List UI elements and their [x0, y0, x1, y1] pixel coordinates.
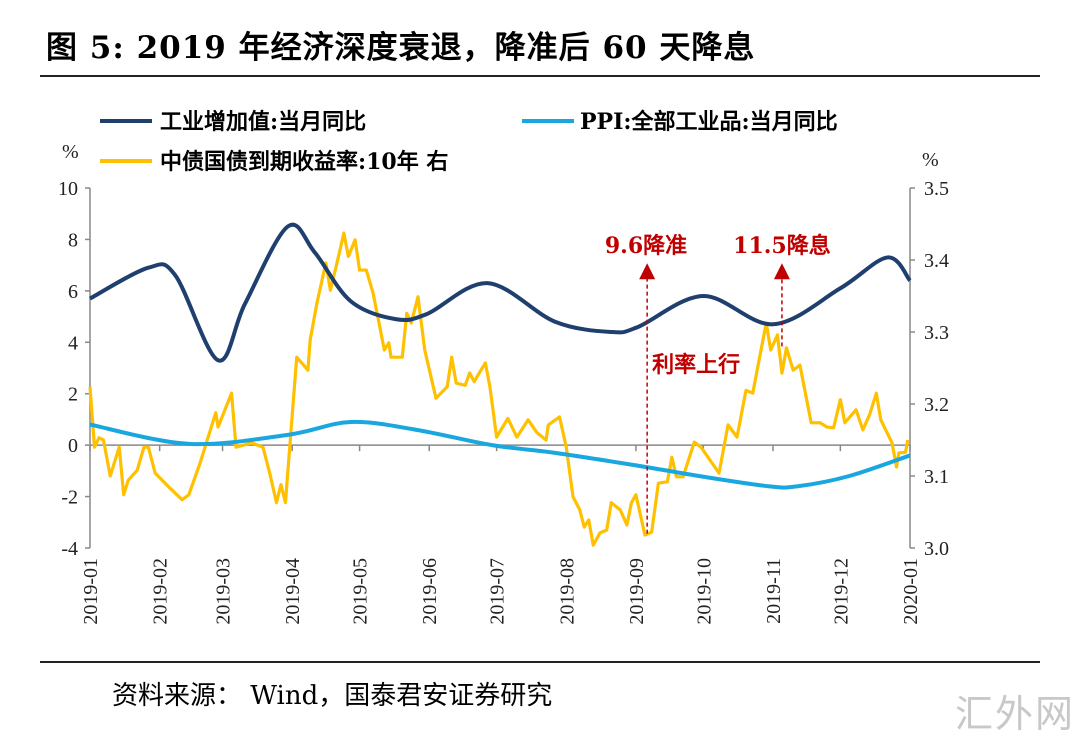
x-axis-tick-label: 2019-05 [350, 558, 372, 625]
left-axis-tick-label: -4 [61, 538, 78, 560]
source-note: 资料来源： Wind，国泰君安证券研究 [112, 681, 553, 711]
legend-label-industrial: 工业增加值:当月同比 [160, 109, 366, 135]
x-axis-tick-label: 2019-08 [556, 558, 578, 625]
legend-label-ppi: PPI:全部工业品:当月同比 [580, 109, 838, 135]
x-axis-tick-label: 2019-01 [80, 558, 102, 625]
right-axis-tick-label: 3.1 [924, 466, 949, 488]
x-axis-tick-label: 2019-09 [626, 558, 648, 625]
arrow-up-icon [639, 263, 656, 280]
left-axis-tick-label: 6 [68, 281, 78, 303]
x-axis-tick-label: 2020-01 [900, 558, 922, 625]
x-axis-tick-label: 2019-06 [419, 558, 441, 625]
x-axis-tick-label: 2019-07 [487, 558, 509, 625]
annotation-label: 9.6降准 [605, 233, 687, 259]
annotation-label: 11.5降息 [733, 233, 831, 259]
figure-title: 图 5: 2019 年经济深度衰退，降准后 60 天降息 [46, 30, 756, 66]
right-axis-tick-label: 3.2 [924, 394, 949, 416]
left-axis-tick-label: 0 [68, 435, 78, 457]
annotation-label-rate-rising: 利率上行 [652, 352, 740, 378]
title-divider [40, 75, 1040, 77]
arrow-up-icon [773, 263, 790, 280]
x-axis-tick-label: 2019-02 [150, 558, 172, 625]
left-axis-tick-label: 8 [68, 229, 78, 251]
series-line-yield [88, 231, 910, 547]
series-lines [88, 222, 912, 547]
left-axis-unit: % [62, 141, 79, 163]
axes: 10 8 6 4 2 0 -2 -4 3.5 3.4 3.3 3.2 3.1 3.0 2019-01 2019… [58, 178, 949, 625]
watermark-logo: 汇外网 [955, 692, 1076, 736]
legend-label-yield: 中债国债到期收益率:10年 右 [160, 149, 448, 175]
legend: 工业增加值:当月同比 PPI:全部工业品:当月同比 中债国债到期收益率:10年 … [100, 109, 838, 175]
left-axis-tick-label: -2 [61, 487, 78, 509]
series-line-ppi [89, 419, 911, 490]
x-axis-tick-label: 2019-03 [213, 558, 235, 625]
right-axis-unit: % [922, 149, 939, 171]
footer-divider [40, 661, 1040, 663]
series-line-industrial [89, 222, 912, 363]
x-axis-tick-label: 2019-12 [830, 558, 852, 625]
x-axis-tick-label: 2019-11 [763, 558, 785, 624]
left-axis-tick-label: 4 [68, 332, 78, 354]
x-axis-tick-label: 2019-04 [282, 558, 304, 625]
left-axis-tick-label: 2 [68, 384, 78, 406]
right-axis-tick-label: 3.4 [924, 250, 949, 272]
right-axis-tick-label: 3.3 [924, 322, 949, 344]
right-axis-tick-label: 3.0 [924, 538, 949, 560]
x-axis-tick-label: 2019-10 [693, 558, 715, 625]
left-axis-tick-label: 10 [58, 178, 78, 200]
right-axis-tick-label: 3.5 [924, 178, 949, 200]
